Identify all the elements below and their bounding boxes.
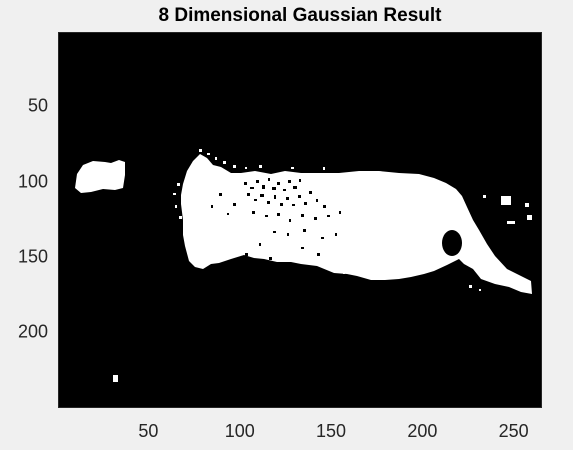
y-tick-label: 50 <box>27 95 48 116</box>
x-tick-label: 100 <box>224 421 255 441</box>
x-tick-label: 150 <box>316 421 347 441</box>
plot-title: 8 Dimensional Gaussian Result <box>158 5 442 26</box>
mask-speck-right-3 <box>525 203 529 207</box>
y-tick-label: 150 <box>17 246 48 267</box>
mask-speck-right-1 <box>501 196 511 205</box>
mask-region-main-body <box>181 154 532 294</box>
mask-speck-right-5 <box>483 195 486 198</box>
y-tick-label: 100 <box>17 171 48 192</box>
mask-hole-eye <box>442 230 462 256</box>
mask-speck-bottom-left <box>113 375 118 382</box>
mask-region-left-blob <box>75 160 125 193</box>
mask-speckle-edge <box>173 149 481 291</box>
x-tick-label: 50 <box>138 421 159 441</box>
y-tick-label: 200 <box>17 321 48 342</box>
image-axes[interactable] <box>58 32 542 408</box>
segmentation-mask-image <box>59 33 541 407</box>
mask-speckle-noise <box>211 178 341 260</box>
mask-speck-right-4 <box>527 215 532 220</box>
x-tick-label: 200 <box>407 421 438 441</box>
mask-speck-right-2 <box>507 221 515 224</box>
x-tick-label: 250 <box>498 421 529 441</box>
